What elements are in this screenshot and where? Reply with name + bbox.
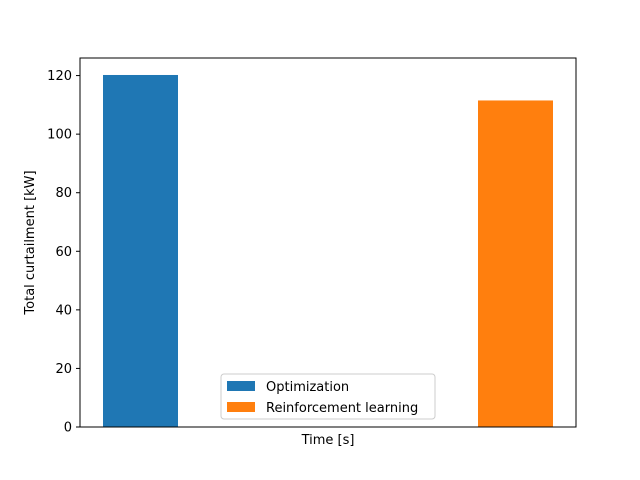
y-tick-label: 0 xyxy=(64,421,72,436)
legend-label-reinforcement-learning: Reinforcement learning xyxy=(266,401,418,416)
legend: Optimization Reinforcement learning xyxy=(220,373,436,420)
y-axis-ticks: 0 20 40 60 80 100 120 xyxy=(47,69,80,436)
y-tick-label: 40 xyxy=(55,303,72,318)
plot-frame xyxy=(79,57,577,428)
bar-optimization xyxy=(103,74,178,427)
y-tick-label: 80 xyxy=(55,186,72,201)
y-axis-label: Total curtailment [kW] xyxy=(23,170,38,315)
bar-reinforcement-learning xyxy=(478,100,553,427)
x-axis-label: Time [s] xyxy=(301,433,355,448)
y-tick-label: 20 xyxy=(55,362,72,377)
y-tick-label: 60 xyxy=(55,245,72,260)
legend-swatch-optimization xyxy=(227,381,255,391)
legend-label-optimization: Optimization xyxy=(266,380,349,395)
y-tick-label: 100 xyxy=(47,128,72,143)
legend-swatch-reinforcement-learning xyxy=(227,402,255,412)
bars xyxy=(103,74,553,427)
legend-box xyxy=(220,373,436,420)
y-tick-label: 120 xyxy=(47,69,72,84)
